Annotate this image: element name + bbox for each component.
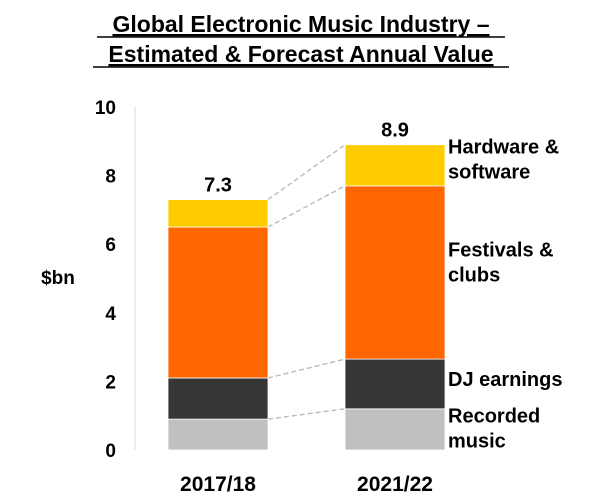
y-axis-label: $bn <box>41 268 75 289</box>
connector-line <box>267 185 346 228</box>
series-labels: Recorded music DJ earnings Festivals & clubs… <box>448 137 562 453</box>
y-tick-label: 10 <box>95 98 116 119</box>
series-label: Festivals & <box>448 240 554 262</box>
bar-totals: 7.3 8.9 <box>204 120 409 197</box>
connector-line <box>267 358 346 379</box>
bars <box>167 144 446 451</box>
bar-segment <box>167 199 269 228</box>
chart-title-line-1: Global Electronic Music Industry – <box>112 11 489 37</box>
y-tick-label: 8 <box>105 167 116 188</box>
bar-total-label: 7.3 <box>204 175 232 197</box>
y-tick-label: 4 <box>105 304 116 325</box>
segment-connectors <box>267 144 346 420</box>
bar-segment <box>167 418 269 451</box>
y-axis-ticks: 0 2 4 6 8 10 <box>95 98 117 462</box>
bar-segment <box>167 226 269 379</box>
bar-segment <box>344 358 446 410</box>
bar-segment <box>344 185 446 360</box>
chart-title-line-2: Estimated & Forecast Annual Value <box>108 41 493 67</box>
chart-title: Global Electronic Music Industry – Estim… <box>108 11 493 67</box>
y-tick-label: 6 <box>105 235 116 256</box>
series-label: software <box>448 162 530 184</box>
y-tick-label: 0 <box>105 441 116 462</box>
y-tick-label: 2 <box>105 372 116 393</box>
series-label: music <box>448 431 506 453</box>
x-category-label: 2021/22 <box>357 473 433 496</box>
series-label: Recorded <box>448 406 540 428</box>
x-axis-categories: 2017/18 2021/22 <box>180 473 433 496</box>
bar-segment <box>344 144 446 187</box>
bar-segment <box>167 377 269 420</box>
series-label: DJ earnings <box>448 369 562 391</box>
connector-line <box>267 408 346 420</box>
series-label: clubs <box>448 265 500 287</box>
bar-segment <box>344 408 446 451</box>
bar-total-label: 8.9 <box>381 120 409 142</box>
x-category-label: 2017/18 <box>180 473 256 496</box>
series-label: Hardware & <box>448 137 559 159</box>
